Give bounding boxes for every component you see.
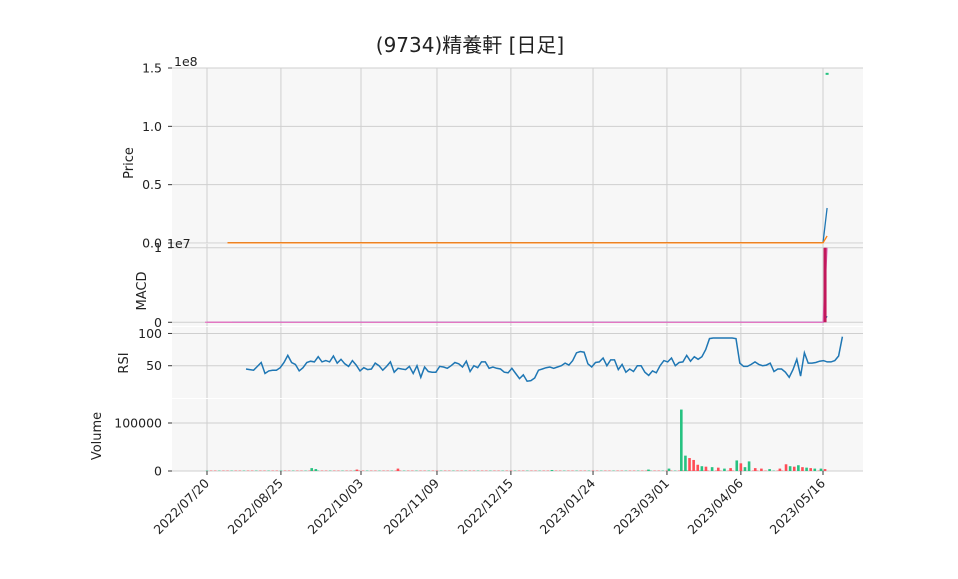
rsi-axis-label: RSI	[117, 352, 132, 373]
price-ytick-label: 0.5	[142, 177, 162, 192]
volume-bar	[356, 470, 359, 471]
rsi-ytick-label: 50	[146, 358, 162, 373]
rsi-panel-bg	[172, 327, 863, 398]
x-tick-label: 2022/11/09	[381, 475, 443, 537]
price-ytick-label: 1.5	[142, 61, 162, 76]
volume-bar	[813, 469, 816, 471]
volume-bar	[310, 468, 313, 471]
chart-panels	[168, 68, 863, 471]
volume-bar	[785, 464, 788, 471]
volume-bar	[735, 460, 738, 471]
volume-bar	[684, 456, 687, 471]
x-tick-label: 2023/01/24	[537, 475, 599, 537]
macd-panel-bg	[172, 244, 863, 326]
volume-bar	[668, 469, 671, 471]
volume-bar	[740, 463, 743, 471]
volume-ytick-label: 100000	[114, 416, 162, 431]
x-tick-label: 2022/10/03	[305, 476, 367, 538]
x-tick-label: 2023/04/06	[684, 475, 746, 537]
volume-bar	[754, 468, 757, 471]
volume-bar	[768, 469, 771, 471]
volume-bar	[789, 466, 792, 471]
x-tick-label: 2023/05/16	[767, 475, 829, 537]
volume-bar	[711, 467, 714, 471]
volume-bar	[551, 470, 554, 471]
volume-bar	[824, 469, 827, 471]
volume-bar	[744, 467, 747, 471]
macd-scale-label: 1e7	[167, 236, 191, 251]
price-panel-bg	[172, 68, 863, 243]
rsi-ytick-label: 100	[138, 326, 162, 341]
volume-axis-label: Volume	[90, 412, 105, 460]
volume-bar	[696, 465, 699, 471]
macd-ytick-label: 1	[154, 240, 162, 255]
volume-bar	[723, 469, 726, 471]
volume-bar	[760, 469, 763, 471]
price-ytick-label: 1.0	[142, 119, 162, 134]
x-tick-label: 2022/07/20	[151, 475, 213, 537]
volume-bar	[647, 470, 650, 471]
volume-bar	[779, 469, 782, 471]
volume-bar	[797, 465, 800, 471]
price-axis-label: Price	[122, 147, 137, 179]
volume-bar	[692, 460, 695, 471]
chart-title: (9734)精養軒 [日足]	[376, 33, 564, 57]
macd-axis-label: MACD	[135, 272, 150, 311]
volume-bar	[397, 469, 400, 471]
volume-bar	[801, 467, 804, 471]
volume-bar	[748, 461, 751, 471]
x-tick-label: 2022/12/15	[454, 476, 516, 538]
volume-bar	[680, 410, 683, 471]
x-tick-label: 2022/08/25	[224, 476, 286, 538]
volume-bar	[701, 466, 704, 471]
volume-bar	[793, 467, 796, 471]
volume-bar	[809, 468, 812, 471]
volume-bar	[688, 458, 691, 471]
volume-panel-bg	[172, 399, 863, 471]
x-tick-label: 2023/03/01	[611, 476, 673, 538]
price-marker	[826, 73, 829, 75]
volume-bar	[820, 469, 823, 471]
volume-bar	[315, 469, 318, 471]
volume-bar	[705, 467, 708, 471]
price-scale-label: 1e8	[174, 54, 198, 69]
volume-bar	[805, 468, 808, 471]
macd-histogram-bar	[824, 248, 827, 323]
volume-bar	[717, 468, 720, 471]
volume-bar	[729, 468, 732, 471]
volume-ytick-label: 0	[154, 464, 162, 479]
